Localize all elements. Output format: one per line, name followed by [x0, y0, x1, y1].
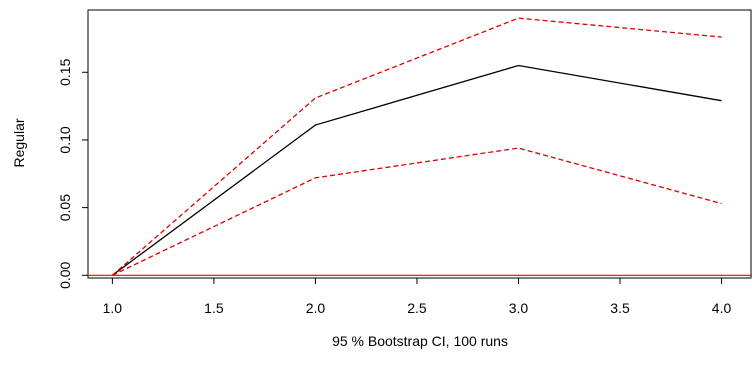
x-tick-label: 3.5 — [610, 300, 630, 316]
y-tick-label: 0.00 — [57, 261, 73, 288]
y-axis-title: Regular — [11, 118, 27, 167]
x-tick-label: 2.0 — [306, 300, 326, 316]
series-line-lower — [112, 147, 722, 276]
x-tick-label: 3.0 — [509, 300, 529, 316]
series-layer — [111, 17, 722, 276]
series-line-estimate — [111, 64, 722, 276]
y-tick-label: 0.05 — [57, 194, 73, 221]
y-tick-label: 0.10 — [57, 126, 73, 153]
x-tick-label: 1.5 — [204, 300, 224, 316]
plot-frame — [87, 9, 752, 279]
x-axis-title: 95 % Bootstrap CI, 100 runs — [332, 333, 508, 349]
y-tick-label: 0.15 — [57, 58, 73, 85]
x-tick-label: 1.0 — [103, 300, 123, 316]
x-tick-label: 4.0 — [712, 300, 732, 316]
x-tick-label: 2.5 — [407, 300, 427, 316]
plot-layer — [87, 9, 752, 279]
series-line-upper — [111, 17, 722, 276]
axis-layer: 1.0 1.5 2.0 2.5 3.0 3.5 4.0 0.00 0.05 0.10 0.15 — [57, 58, 731, 316]
